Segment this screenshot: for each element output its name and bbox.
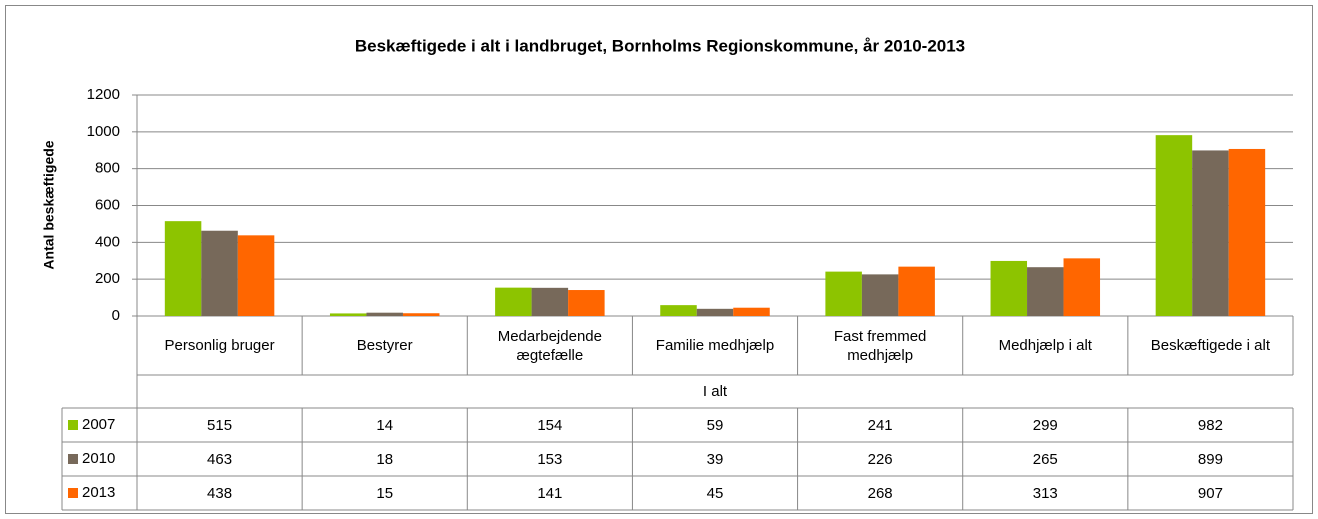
table-value: 39: [706, 450, 724, 468]
bar: [237, 235, 275, 316]
bar: [660, 305, 697, 316]
table-value: 982: [1197, 416, 1223, 434]
table-value: 299: [1032, 416, 1058, 434]
bar: [825, 271, 862, 316]
bar: [1192, 150, 1229, 316]
x-tick-label: Beskæftigede i alt: [1150, 337, 1271, 354]
table-value: 515: [207, 416, 233, 434]
bar: [696, 308, 734, 316]
legend-label: 2007: [82, 416, 115, 433]
bar: [568, 290, 605, 316]
table-value: 907: [1197, 484, 1223, 502]
x-tick-label: Medarbejdende ægtefælle: [497, 327, 602, 364]
table-value: 899: [1197, 450, 1223, 468]
bar: [990, 260, 1028, 316]
bar: [1063, 258, 1101, 316]
bar: [861, 274, 899, 316]
bar: [1027, 267, 1064, 316]
table-value: 241: [867, 416, 893, 434]
bar: [531, 287, 569, 316]
table-value: 18: [376, 450, 394, 468]
legend-key: [68, 420, 78, 430]
table-value: 265: [1032, 450, 1058, 468]
legend-key: [68, 454, 78, 464]
table-value: 153: [537, 450, 563, 468]
legend-key: [68, 488, 78, 498]
bar: [495, 287, 532, 316]
y-tick-label: 800: [95, 160, 120, 177]
bar: [366, 312, 403, 316]
table-value: 313: [1032, 484, 1058, 502]
x-tick-label: Familie medhjælp: [655, 337, 775, 354]
table-value: 154: [537, 416, 563, 434]
table-value: 15: [376, 484, 394, 502]
table-value: 45: [706, 484, 724, 502]
bar: [733, 307, 770, 316]
bar: [1155, 135, 1193, 316]
y-tick-label: 600: [95, 196, 120, 213]
bar: [898, 266, 935, 316]
y-tick-label: 400: [95, 233, 120, 250]
y-tick-label: 1200: [87, 86, 120, 103]
table-value: 141: [537, 484, 563, 502]
y-axis-label: Antal beskæftigede: [41, 140, 57, 269]
y-tick-label: 0: [112, 307, 120, 324]
x-tick-label: Personlig bruger: [164, 337, 275, 354]
bar: [329, 313, 367, 316]
x-tick-label: Bestyrer: [356, 337, 413, 354]
table-value: 268: [867, 484, 893, 502]
legend-label: 2013: [82, 484, 115, 501]
y-tick-label: 200: [95, 270, 120, 287]
category-group-label: I alt: [702, 383, 728, 400]
y-tick-label: 1000: [87, 123, 120, 140]
table-value: 226: [867, 450, 893, 468]
bar: [402, 313, 440, 316]
table-value: 438: [207, 484, 233, 502]
x-tick-label: Fast fremmed medhjælp: [833, 327, 927, 364]
bar: [164, 221, 202, 316]
chart-title: Beskæftigede i alt i landbruget, Bornhol…: [355, 36, 965, 55]
legend-label: 2010: [82, 450, 115, 467]
table-value: 14: [376, 416, 394, 434]
bar: [201, 230, 238, 316]
table-value: 59: [706, 416, 724, 434]
table-value: 463: [207, 450, 233, 468]
x-tick-label: Medhjælp i alt: [998, 337, 1092, 354]
bar: [1228, 148, 1266, 316]
